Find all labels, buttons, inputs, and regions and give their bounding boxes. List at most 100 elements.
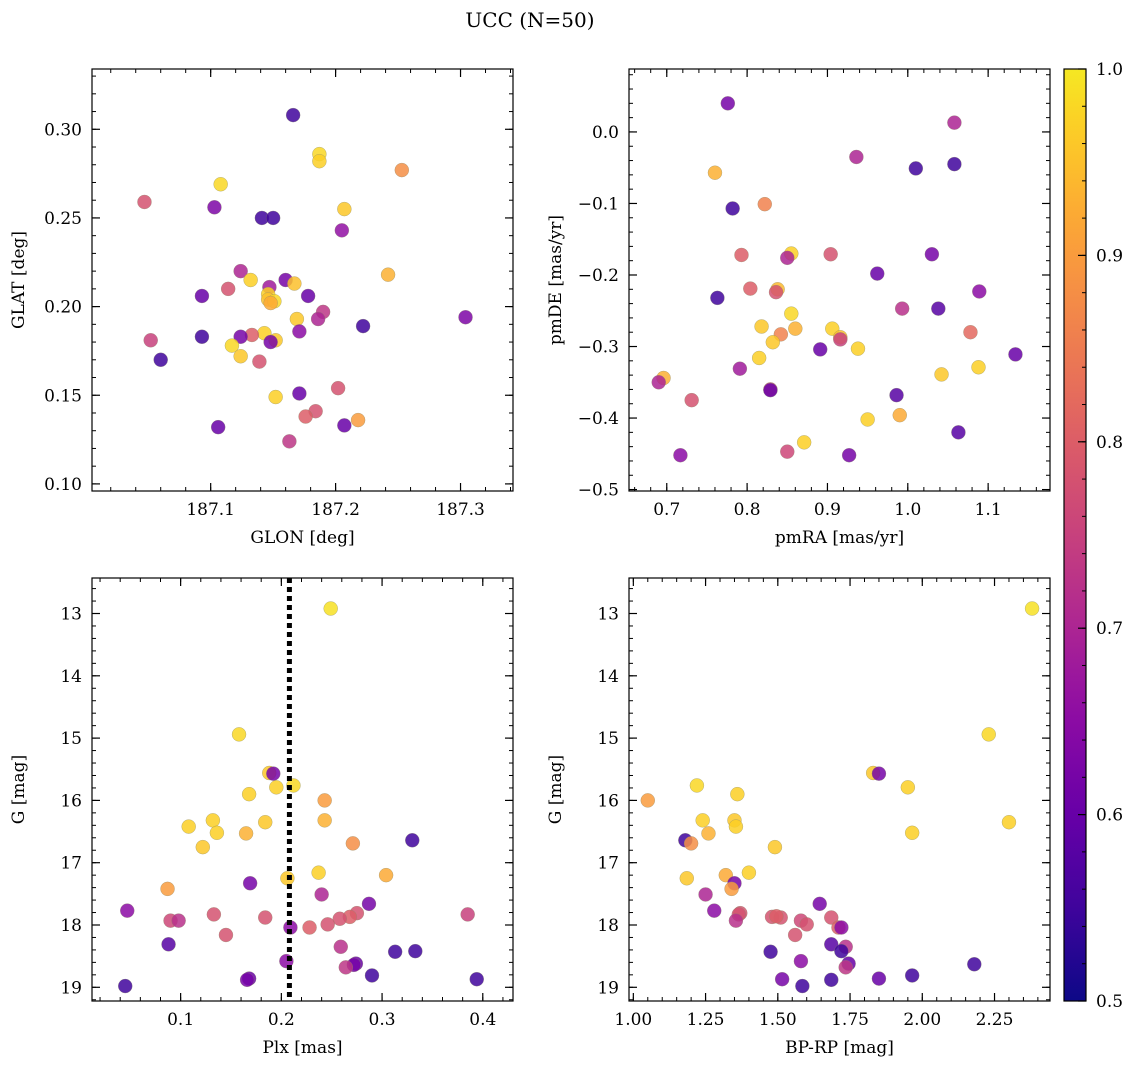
x-tick-label: 1.0	[894, 500, 921, 520]
x-tick-label: 1.75	[831, 1010, 869, 1030]
data-point	[205, 813, 221, 828]
data-point	[317, 793, 332, 808]
scatter-points	[640, 601, 1040, 994]
data-point	[823, 247, 838, 262]
x-tick-label: 0.2	[268, 1010, 295, 1030]
data-point	[364, 968, 380, 983]
data-point	[338, 960, 354, 975]
data-point	[824, 910, 839, 925]
panel-2: 0.7 0.8 0.9 1.0 1.1 −0.5 −0.4 −0.3 −0.2 −0.1 0.0 pm…	[546, 68, 1051, 548]
x-tick-label: 1.1	[975, 500, 1002, 520]
x-axis-label: BP-RP [mag]	[785, 1038, 894, 1058]
colorbar-tick-label: 0.5	[1096, 992, 1123, 1012]
y-tick-label: 0.15	[44, 386, 82, 406]
y-tick-label: 14	[597, 667, 619, 687]
data-point	[701, 826, 716, 841]
colorbar-tick-label: 1.0	[1096, 60, 1123, 80]
data-point	[849, 149, 864, 165]
y-tick-label: 16	[597, 791, 619, 811]
data-point	[160, 881, 175, 897]
data-point	[239, 972, 255, 988]
x-tick-label: 187.1	[186, 500, 235, 520]
data-point	[673, 447, 688, 463]
data-point	[285, 107, 301, 123]
data-point	[871, 766, 887, 781]
scatter-points	[117, 601, 484, 994]
data-point	[350, 412, 366, 428]
data-point	[774, 971, 790, 987]
data-point	[252, 354, 267, 369]
data-point	[904, 825, 920, 841]
data-point	[795, 978, 810, 994]
axis-ticks: 187.1 187.2 187.3 0.10 0.15 0.20 0.25 0.30	[44, 69, 513, 520]
data-point	[763, 382, 778, 398]
data-point	[210, 419, 226, 435]
data-point	[947, 156, 962, 172]
y-axis-label: GLAT [deg]	[9, 231, 29, 329]
data-point	[1001, 814, 1017, 830]
data-point	[763, 944, 778, 960]
data-point	[120, 903, 135, 918]
x-axis-label: Plx [mas]	[262, 1038, 342, 1058]
data-point	[408, 943, 423, 959]
x-axis-label: pmRA [mas/yr]	[775, 528, 904, 548]
data-point	[894, 301, 910, 316]
data-point	[207, 200, 222, 215]
data-point	[904, 968, 920, 983]
data-point	[289, 311, 305, 327]
data-point	[220, 281, 236, 297]
data-point	[181, 819, 196, 834]
data-point	[757, 196, 773, 212]
data-point	[1008, 347, 1023, 362]
data-point	[405, 833, 420, 848]
data-point	[683, 836, 699, 851]
data-point	[332, 911, 348, 927]
data-point	[640, 793, 656, 808]
data-point	[850, 341, 866, 356]
data-point	[931, 301, 946, 316]
data-point	[143, 333, 158, 348]
scatter-points	[137, 107, 473, 449]
x-tick-label: 0.9	[814, 500, 841, 520]
data-point	[812, 896, 827, 912]
data-point	[706, 903, 722, 918]
data-point	[787, 927, 803, 943]
axis-ticks: 1.00 1.25 1.50 1.75 2.00 2.25 13 14 15 16 17 18 19	[597, 578, 1050, 1030]
data-point	[871, 971, 887, 986]
x-axis-label: GLON [deg]	[250, 528, 354, 548]
data-point	[812, 342, 828, 357]
y-tick-label: 18	[597, 916, 619, 936]
data-point	[734, 247, 749, 263]
data-point	[238, 826, 254, 841]
data-point	[287, 276, 302, 291]
colorbar-tick-label: 0.9	[1096, 246, 1123, 266]
data-point	[171, 913, 186, 928]
data-point	[323, 601, 338, 616]
data-point	[361, 896, 377, 912]
data-point	[889, 387, 904, 403]
y-tick-label: 19	[60, 978, 82, 998]
data-point	[206, 907, 222, 922]
data-point	[161, 937, 176, 952]
data-point	[728, 913, 744, 928]
x-tick-label: 0.8	[734, 500, 761, 520]
panel-1: 187.1 187.2 187.3 0.10 0.15 0.20 0.25 0.30 GLON …	[9, 68, 514, 548]
data-point	[460, 907, 475, 922]
data-point	[833, 332, 848, 347]
panels: 187.1 187.2 187.3 0.10 0.15 0.20 0.25 0.30 GLON …	[9, 68, 1051, 1058]
data-point	[892, 407, 908, 423]
data-point	[684, 392, 699, 408]
data-point	[967, 956, 982, 972]
data-point	[741, 865, 757, 880]
data-point	[679, 871, 695, 886]
data-point	[732, 361, 748, 376]
data-point	[394, 162, 410, 178]
data-point	[266, 766, 281, 781]
y-tick-label: 0.20	[44, 298, 82, 318]
data-point	[298, 409, 313, 424]
axes-frame	[91, 577, 514, 1002]
data-point	[263, 334, 278, 350]
colorbar-tick-label: 0.6	[1096, 806, 1123, 826]
x-tick-label: 187.2	[311, 500, 360, 520]
